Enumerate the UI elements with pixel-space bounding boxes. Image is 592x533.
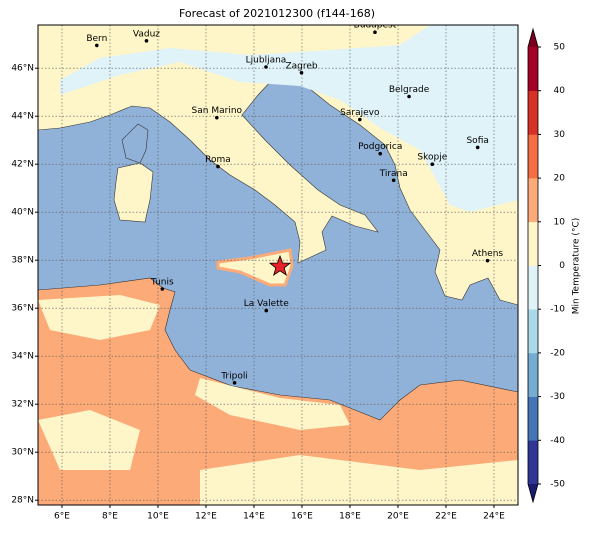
city-marker [144,39,149,43]
colorbar-segment [528,352,538,397]
lon-tick-label: 20°E [387,512,409,522]
colorbar: -50 -40 -30 -20 -10 0 10 20 30 40 50 [527,27,566,504]
colorbar-segment [528,178,538,223]
title: Forecast of 2021012300 (f144-168) [179,7,375,20]
colorbar-segment [528,440,538,485]
city-label: Belgrade [389,85,430,95]
grid [38,25,518,505]
lat-tick-label: 40°N [11,208,34,218]
city-label: Athens [472,249,503,259]
city-marker [407,94,411,99]
lat-tick-label: 36°N [11,304,34,314]
city-label: Skopje [417,153,447,163]
lon-tick-label: 12°E [195,512,217,522]
sicily [216,248,294,287]
city-label: Tripoli [220,371,248,381]
city-label: La Valette [244,299,289,309]
city-label: Zagreb [285,61,317,71]
lat-tick-label: 46°N [11,64,34,74]
colorbar-segment [528,309,538,354]
colorbar-tick-label: -30 [550,392,565,402]
city-label: Budapest [354,21,397,31]
city-marker [391,178,396,183]
star-marker [268,254,292,276]
lon-tick-label: 6°E [54,512,70,522]
lat-tick-label: 44°N [11,112,34,122]
lat-tick-label: 42°N [11,160,34,170]
city-label: Tunis [150,278,174,288]
colorbar-tick-label: -40 [550,436,565,446]
colorbar-segment [528,47,538,91]
city-marker [358,117,362,122]
city-label: Sarajevo [340,108,380,118]
sardinia [113,162,154,223]
city-marker [485,258,490,263]
lat-tick-label: 34°N [11,352,34,362]
city-label: Roma [205,155,231,165]
colorbar-segment [528,90,538,135]
africa-land [38,277,518,505]
city-label: Ljubljana [246,56,287,66]
city-marker [95,43,99,48]
colorbar-segment [528,396,538,441]
lon-tick-label: 24°E [483,512,505,522]
lat-tick-label: 32°N [11,400,34,410]
colorbar-tick-label: -50 [550,480,565,490]
city-marker [264,65,268,69]
colorbar-segment [528,265,538,310]
city-label: Sofia [466,136,488,146]
colorbar-over [528,29,538,47]
city-marker [216,164,220,169]
cold-zone [60,25,518,212]
colorbar-tick-label: 50 [554,43,566,53]
lat-tick-label: 28°N [11,496,34,506]
city-label: Tirana [379,169,408,179]
city-label: Podgorica [358,142,402,152]
lon-tick-label: 16°E [291,512,313,522]
colorbar-tick-label: 0 [559,261,565,271]
colorbar-segment [528,221,538,266]
city-label: Vaduz [133,29,160,39]
colorbar-tick-label: 30 [554,130,566,140]
lon-tick-label: 22°E [435,512,457,522]
colorbar-tick-label: 10 [554,217,566,227]
city-marker [475,145,480,150]
city-marker [378,151,383,156]
city-marker [215,115,219,120]
colorbar-tick-label: 20 [554,174,566,184]
city-label: Bern [86,34,107,44]
warm-zone [38,295,518,505]
colorbar-under [528,484,538,502]
city-marker [373,30,377,34]
colorbar-tick-label: -20 [550,348,565,358]
city-marker [299,70,304,75]
map-frame [37,24,519,506]
colorbar-tick-label: 40 [554,86,566,96]
city-label: San Marino [192,106,243,116]
city-marker [232,381,237,385]
city-marker [264,308,269,313]
lat-tick-label: 30°N [11,448,34,458]
lon-tick-label: 8°E [102,512,118,522]
colorbar-segment [528,134,538,179]
lat-tick-label: 38°N [11,256,34,266]
lon-tick-label: 10°E [147,512,169,522]
city-marker [430,162,435,166]
colorbar-tick-label: -10 [550,305,565,315]
city-marker [160,287,165,291]
colorbar-label: Min Temperature (°C) [572,218,582,315]
lon-tick-label: 14°E [243,512,265,522]
lon-tick-label: 18°E [339,512,361,522]
